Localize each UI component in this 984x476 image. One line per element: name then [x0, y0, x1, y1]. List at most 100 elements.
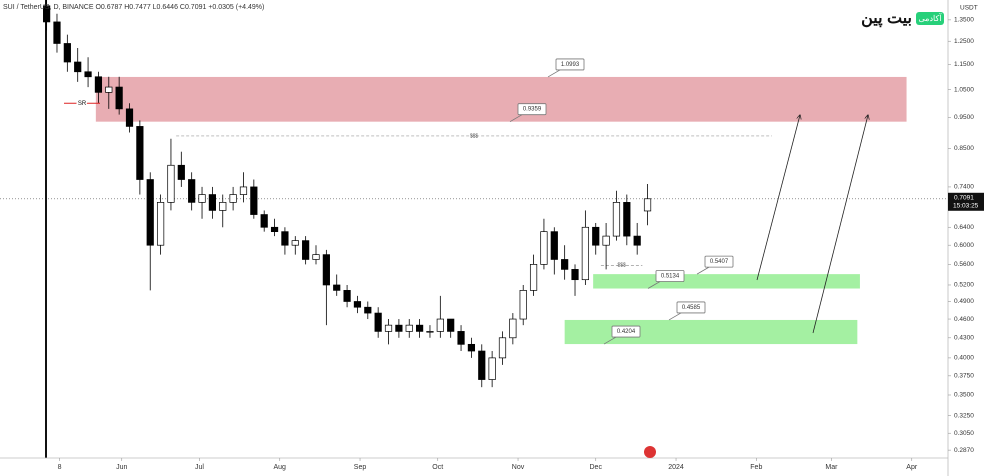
candle-body	[364, 306, 372, 314]
y-tick-label: 0.3750	[954, 373, 974, 380]
callout-pointer	[647, 281, 661, 289]
candle-body	[509, 318, 517, 339]
callout-label: 0.9359	[523, 107, 542, 113]
callout-box	[655, 270, 685, 282]
candle-body	[208, 194, 216, 211]
last-price-badge	[948, 192, 984, 211]
candle-body	[467, 343, 476, 352]
candle-body	[156, 202, 165, 246]
x-tick-label: 8	[58, 464, 62, 471]
candle-body	[74, 61, 82, 73]
x-tick-label: Feb	[750, 464, 762, 471]
candle-body	[281, 231, 289, 246]
y-tick-label: 0.5600	[954, 261, 974, 268]
candle-body	[53, 21, 61, 44]
candle-body	[395, 324, 403, 332]
brand: بیت پین	[861, 10, 912, 28]
y-tick-label: 0.4600	[954, 316, 974, 323]
arrow	[812, 115, 868, 334]
countdown: 15:03:25	[953, 203, 979, 210]
y-tick-label: 0.3050	[954, 430, 974, 437]
candle-body	[436, 318, 444, 332]
candle-body	[302, 240, 310, 260]
y-tick-label: 0.4900	[954, 298, 974, 305]
y-tick-label: 1.0500	[954, 86, 974, 93]
brand-badge	[916, 12, 944, 25]
y-tick-label: 0.3250	[954, 412, 974, 419]
candle-body	[571, 269, 579, 281]
candle-body	[343, 290, 351, 302]
candle-body	[561, 259, 569, 270]
candle-body	[384, 324, 393, 332]
y-tick-label: 0.8500	[954, 145, 974, 152]
candle-body	[250, 186, 258, 215]
candle-body	[374, 312, 382, 332]
y-tick-label: 1.1500	[954, 61, 974, 68]
plot-area	[0, 0, 948, 458]
x-tick-label: Dec	[590, 464, 603, 471]
y-tick-label: 0.5200	[954, 282, 974, 289]
candle-body	[239, 186, 248, 195]
candle-body	[457, 331, 465, 345]
candle-body	[529, 264, 538, 291]
last-price-label: 0.7091	[954, 195, 974, 202]
header: SUI / TetherUS, D, BINANCE O0.6787 H0.74…	[3, 4, 264, 11]
candle-body	[333, 284, 341, 291]
candle-body	[353, 301, 362, 308]
callout-label: 0.4204	[617, 329, 636, 335]
callout-box	[517, 103, 547, 116]
x-tick-label: Sep	[354, 464, 367, 471]
candle-body	[260, 214, 268, 228]
candle-body	[291, 240, 299, 246]
candle-body	[146, 179, 154, 246]
callout-pointer	[696, 266, 710, 275]
candle-body	[519, 290, 527, 320]
candle-body	[643, 198, 652, 212]
candle-body	[488, 357, 496, 380]
candle-body	[602, 235, 610, 246]
candle-body	[219, 202, 227, 211]
candle-body	[416, 324, 424, 332]
arrow	[756, 115, 800, 281]
y-tick-label: 1.2500	[954, 38, 974, 45]
y-tick-label: 0.3500	[954, 392, 974, 399]
y-tick-label: 0.2870	[954, 447, 974, 454]
candle-body	[623, 202, 631, 237]
candle-body	[581, 226, 589, 281]
x-tick-label: Jul	[195, 464, 204, 471]
candle-body	[177, 164, 185, 180]
candle-body	[43, 5, 51, 23]
candle-body	[94, 76, 103, 93]
candle-body	[136, 126, 144, 180]
x-tick-label: Nov	[512, 464, 525, 471]
callout-box	[611, 325, 641, 338]
x-tick-label: Mar	[825, 464, 838, 471]
brand-tag: آکادمی	[919, 13, 943, 23]
candle-body	[312, 254, 320, 260]
callout-label: 1.0993	[561, 62, 580, 68]
callout-label: 0.4585	[682, 305, 701, 311]
candle-body	[125, 108, 134, 127]
callout-label: 0.5134	[661, 274, 680, 280]
candle-body	[229, 194, 237, 203]
candle-body	[84, 71, 92, 78]
candle-body	[188, 179, 196, 203]
liquidity-label: $$$	[617, 263, 626, 269]
x-tick-label: 2024	[668, 464, 684, 471]
callout-pointer	[668, 312, 682, 321]
candle-body	[322, 254, 330, 286]
y-tick-label: 0.4300	[954, 335, 974, 342]
candle-body	[498, 337, 507, 359]
candle-body	[540, 231, 548, 265]
y-tick-label: 0.6000	[954, 242, 974, 249]
sr-label: SR	[78, 101, 87, 107]
candle-body	[550, 231, 558, 260]
callout-pointer	[509, 114, 523, 123]
x-tick-label: Apr	[906, 464, 918, 471]
candle-body	[198, 194, 206, 203]
zone	[593, 274, 860, 289]
y-tick-label: 0.7400	[954, 184, 974, 191]
y-tick-label: 0.4000	[954, 355, 974, 362]
y-tick-label: 1.3500	[954, 17, 974, 24]
candle-body	[405, 324, 413, 332]
